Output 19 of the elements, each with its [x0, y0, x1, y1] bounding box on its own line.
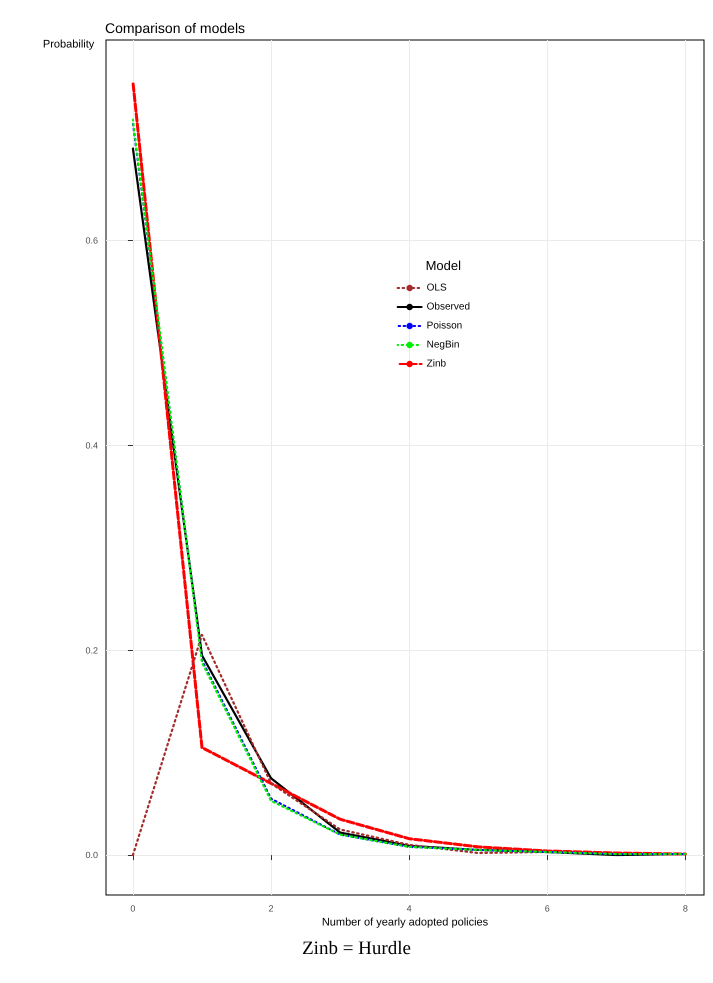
y-tick-label: 0.2 — [85, 645, 98, 656]
x-axis-title: Number of yearly adopted policies — [322, 916, 489, 928]
x-tick-label: 4 — [406, 904, 412, 914]
x-tick-label: 6 — [544, 904, 550, 914]
x-tick-label: 0 — [130, 904, 136, 914]
legend-label: Observed — [426, 302, 470, 312]
x-tick-label: 8 — [682, 904, 688, 914]
y-axis-title: Probability — [42, 38, 95, 50]
y-tick-label: 0.4 — [85, 440, 98, 450]
legend-label: Zinb — [426, 358, 447, 370]
y-tick-label: 0.6 — [85, 236, 98, 246]
y-tick-label: 0.0 — [85, 850, 98, 860]
legend-label: Poisson — [426, 320, 462, 332]
legend-label: NegBin — [426, 340, 460, 350]
x-tick-label: 2 — [268, 904, 274, 914]
text: Zinb = Hurdle — [302, 938, 411, 959]
legend-label: OLS — [426, 282, 447, 294]
chart-title: Comparison of models — [105, 20, 246, 36]
legend-title: Model — [426, 258, 462, 273]
